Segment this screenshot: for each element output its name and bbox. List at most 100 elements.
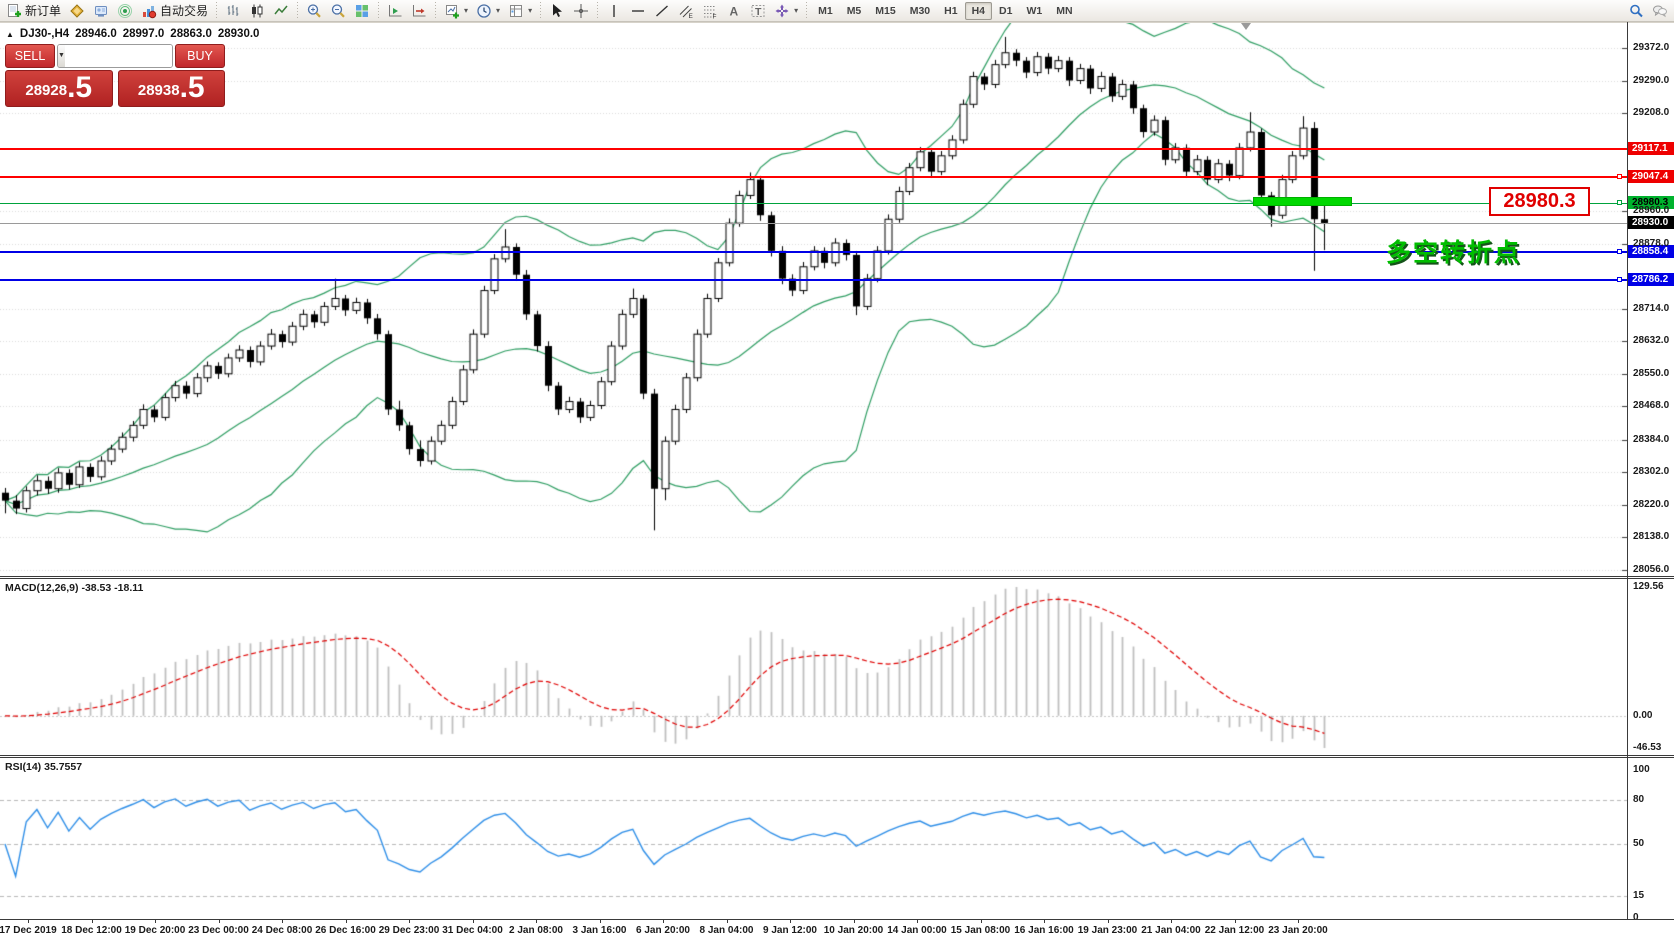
time-tick [1234, 920, 1236, 923]
price-axis-label: 28550.0 [1633, 367, 1670, 379]
price-badge-pivot-line: 28980.3 [1628, 196, 1674, 210]
indicators-button[interactable]: ▾ [440, 1, 472, 21]
svg-text:T: T [755, 6, 762, 18]
panel-separator-macd[interactable] [0, 576, 1674, 579]
tile-windows-icon [354, 3, 370, 19]
price-badge-resistance-line-lower: 29047.4 [1628, 169, 1674, 183]
sell-button[interactable]: SELL [5, 44, 55, 68]
symbol-info: ▲ DJ30-,H4 28946.0 28997.0 28863.0 28930… [6, 28, 259, 40]
rsi-canvas[interactable] [0, 758, 1627, 919]
macd-name: MACD(12,26,9) [5, 582, 79, 594]
toolbar-separator [538, 1, 544, 20]
price-axis-label: 28056.0 [1633, 563, 1670, 575]
zoom-in-button[interactable] [302, 1, 326, 21]
signals-button[interactable] [113, 1, 137, 21]
text-button[interactable]: A [722, 1, 746, 21]
buy-price-quote[interactable]: 28938.5 [117, 70, 225, 107]
bar-chart-icon [225, 3, 241, 19]
templates-button[interactable]: ▾ [504, 1, 536, 21]
timeframe-button-mn[interactable]: MN [1056, 4, 1073, 17]
search-button[interactable] [1624, 1, 1648, 21]
equidistant-channel-button[interactable]: E [674, 1, 698, 21]
time-tick [980, 920, 982, 923]
trendline-button[interactable] [650, 1, 674, 21]
history-center-button[interactable] [65, 1, 89, 21]
time-axis-label: 29 Dec 23:00 [378, 925, 440, 936]
cursor-button[interactable] [545, 1, 569, 21]
timeframe-button-w1[interactable]: W1 [1026, 4, 1043, 17]
buy-price-main: 28938 [137, 82, 180, 99]
terminal-button[interactable] [89, 1, 113, 21]
crosshair-button[interactable] [569, 1, 593, 21]
chart-shift-button[interactable] [407, 1, 431, 21]
pivot-highlight-bar[interactable] [1253, 197, 1352, 206]
candlestick-chart-button[interactable] [245, 1, 269, 21]
hline-resistance-line-upper[interactable] [0, 148, 1627, 151]
timeframe-button-m15[interactable]: M15 [875, 4, 896, 17]
time-axis-label: 2 Jan 08:00 [509, 925, 563, 936]
bar-chart-button[interactable] [221, 1, 245, 21]
search-icon [1628, 3, 1644, 19]
fibonacci-button[interactable]: F [698, 1, 722, 21]
vertical-line-button[interactable] [602, 1, 626, 21]
text-label-button[interactable]: T [746, 1, 770, 21]
volume-input[interactable] [64, 45, 172, 67]
price-badge-current-price-line: 28930.0 [1628, 216, 1674, 230]
time-tick [1107, 920, 1109, 923]
line-chart-button[interactable] [269, 1, 293, 21]
sell-price-quote[interactable]: 28928.5 [5, 70, 113, 107]
horizontal-line-button[interactable] [626, 1, 650, 21]
periods-button[interactable]: ▾ [472, 1, 504, 21]
price-badge-support-line-lower: 28786.2 [1628, 273, 1674, 287]
timeframe-button-h4[interactable]: H4 [964, 1, 993, 20]
auto-scroll-button[interactable] [383, 1, 407, 21]
time-axis-label: 15 Jan 08:00 [950, 925, 1011, 936]
bar-open-value: 28946.0 [75, 28, 117, 40]
rsi-axis-label: 50 [1633, 838, 1645, 849]
main-chart-canvas[interactable] [0, 23, 1627, 577]
hline-support-line-upper[interactable] [0, 250, 1627, 253]
price-axis-label: 28220.0 [1633, 498, 1670, 510]
buy-button[interactable]: BUY [175, 44, 225, 68]
chat-button[interactable] [1648, 1, 1672, 21]
macd-canvas[interactable] [0, 579, 1627, 756]
hline-marker-support-line-upper[interactable] [1617, 248, 1622, 254]
time-axis-label: 16 Jan 16:00 [1014, 925, 1074, 936]
new-order-button[interactable]: 新订单 [2, 1, 65, 21]
collapse-panel-arrow[interactable]: ▲ [6, 29, 14, 39]
zoom-out-button[interactable] [326, 1, 350, 21]
hline-marker-pivot-line[interactable] [1617, 200, 1622, 206]
toolbar-separator [433, 1, 439, 20]
candlestick-chart-icon [249, 3, 265, 19]
volume-decrease-button[interactable]: ▼ [58, 45, 65, 67]
autotrading-button[interactable]: 自动交易 [137, 1, 212, 21]
timeframe-button-d1[interactable]: D1 [999, 4, 1013, 17]
horizontal-line-icon [630, 3, 646, 19]
hline-resistance-line-lower[interactable] [0, 175, 1627, 178]
time-tick [1171, 920, 1172, 923]
time-axis-label: 24 Dec 08:00 [251, 925, 313, 936]
macd-axis-max: 129.56 [1633, 581, 1664, 592]
panel-separator-rsi[interactable] [0, 755, 1674, 758]
timeframe-button-h1[interactable]: H1 [944, 4, 958, 17]
one-click-trade-panel: SELL ▼ ▲ BUY 28928.5 28938.5 [5, 44, 225, 107]
hline-marker-support-line-lower[interactable] [1617, 277, 1622, 283]
periods-icon [476, 3, 492, 19]
hline-support-line-lower[interactable] [0, 279, 1627, 282]
arrows-button[interactable]: ▾ [770, 1, 802, 21]
pivot-annotation-text[interactable]: 多空转折点 [1386, 239, 1522, 267]
timeframe-button-m1[interactable]: M1 [818, 4, 833, 17]
time-axis-label: 9 Jan 12:00 [763, 925, 817, 936]
timeframe-button-m5[interactable]: M5 [846, 4, 862, 17]
tile-windows-button[interactable] [350, 1, 374, 21]
pivot-price-box[interactable]: 28980.3 [1489, 187, 1590, 216]
time-tick [536, 920, 537, 923]
toolbar-separator [295, 1, 301, 20]
time-axis[interactable]: 17 Dec 2019 18 Dec 12:00 19 Dec 20:00 23 De… [0, 919, 1674, 946]
hline-pivot-line[interactable] [0, 202, 1627, 204]
hline-marker-resistance-line-lower[interactable] [1617, 173, 1622, 179]
hline-current-price-line[interactable] [0, 222, 1627, 224]
fibonacci-icon: F [702, 3, 718, 19]
timeframe-button-m30[interactable]: M30 [909, 4, 931, 17]
